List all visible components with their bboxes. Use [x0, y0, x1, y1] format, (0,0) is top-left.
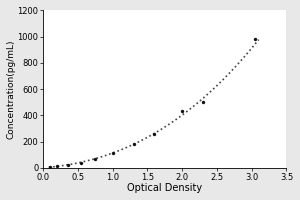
Point	[93, 158, 98, 161]
Point	[180, 110, 184, 113]
Point	[131, 143, 136, 146]
Point	[65, 163, 70, 166]
Point	[253, 38, 258, 41]
Point	[152, 132, 157, 135]
Point	[110, 152, 115, 155]
Point	[79, 161, 84, 164]
X-axis label: Optical Density: Optical Density	[127, 183, 202, 193]
Point	[48, 166, 52, 169]
Point	[55, 165, 59, 168]
Point	[201, 101, 206, 104]
Y-axis label: Concentration(pg/mL): Concentration(pg/mL)	[7, 39, 16, 139]
